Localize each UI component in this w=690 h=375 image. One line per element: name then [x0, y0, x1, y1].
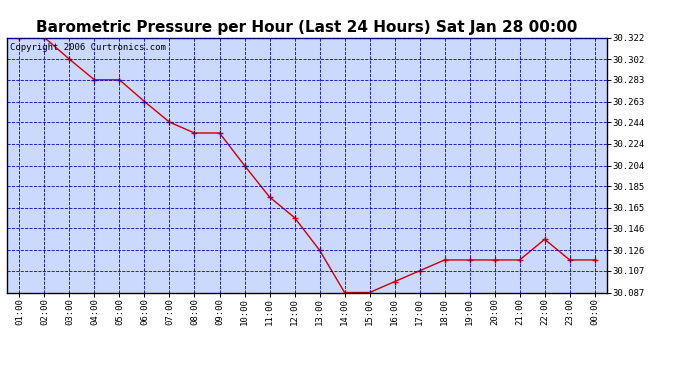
- Text: Copyright 2006 Curtronics.com: Copyright 2006 Curtronics.com: [10, 43, 166, 52]
- Title: Barometric Pressure per Hour (Last 24 Hours) Sat Jan 28 00:00: Barometric Pressure per Hour (Last 24 Ho…: [37, 20, 578, 35]
